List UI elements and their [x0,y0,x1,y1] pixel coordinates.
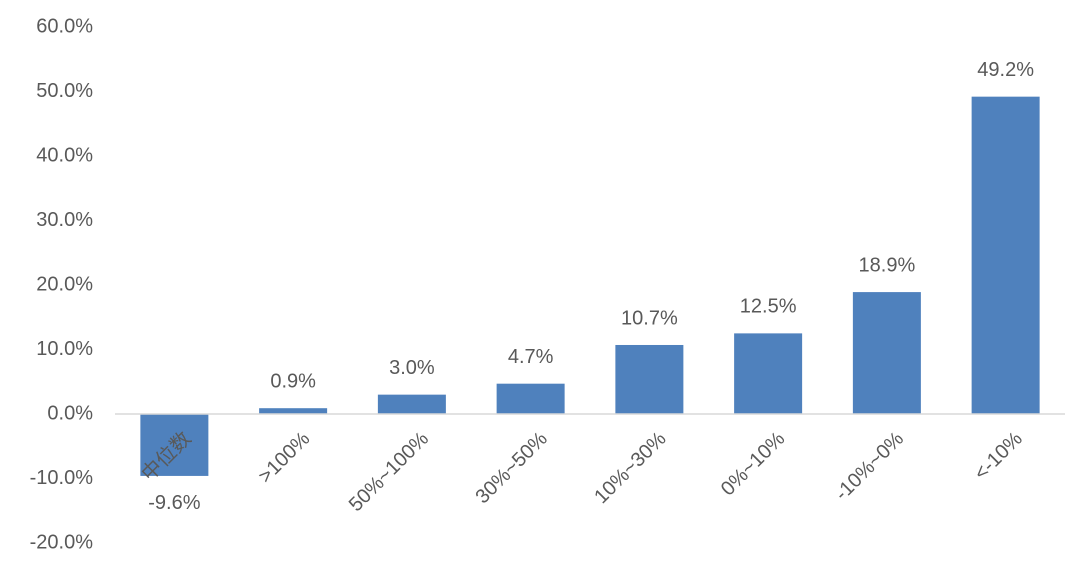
x-tick-label: >100% [254,428,314,488]
bar [496,383,565,414]
x-tick-label: -10%~0% [831,428,908,505]
bar [140,414,209,476]
y-tick-label: 0.0% [47,402,93,424]
value-label: 12.5% [740,296,797,318]
y-tick-label: 50.0% [36,80,93,102]
x-tick-label: 10%~30% [590,428,671,509]
value-label: 3.0% [389,357,435,379]
value-label: 0.9% [270,370,316,392]
bar [971,96,1040,414]
y-tick-label: -10.0% [30,467,94,489]
y-tick-label: 10.0% [36,338,93,360]
y-tick-label: 20.0% [36,273,93,295]
bar [615,344,684,414]
y-tick-label: 60.0% [36,15,93,37]
value-label: 18.9% [859,254,916,276]
x-tick-label: 30%~50% [471,428,552,509]
value-label: -9.6% [148,492,200,514]
bar [377,394,446,414]
bar [734,333,803,414]
x-tick-label: <-10% [970,428,1027,485]
bar [852,292,921,414]
x-tick-label: 50%~100% [345,428,433,516]
y-tick-label: -20.0% [30,531,94,553]
value-label: 49.2% [977,59,1034,81]
value-label: 4.7% [508,346,554,368]
y-tick-label: 30.0% [36,209,93,231]
x-tick-label: 0%~10% [717,428,790,501]
bar [259,408,328,414]
value-label: 10.7% [621,307,678,329]
y-tick-label: 40.0% [36,144,93,166]
